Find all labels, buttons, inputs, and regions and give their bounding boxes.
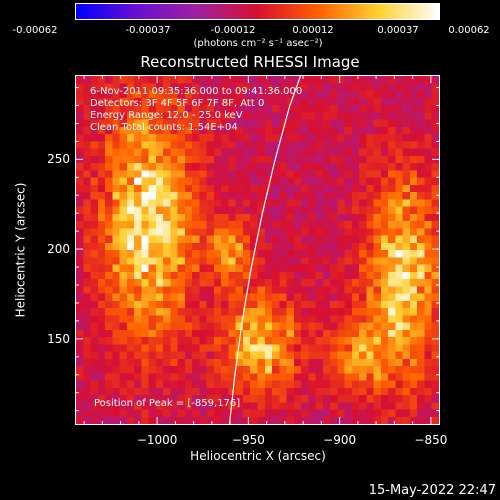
y-tick-label: 250 [47,152,70,167]
time-range-label: 6-Nov-2011 09:35:36.000 to 09:41:36.000 [90,86,303,97]
x-axis-label: Heliocentric X (arcsec) [190,449,326,463]
y-axis-label: Heliocentric Y (arcsec) [13,182,28,318]
energy-range-label: Energy Range: 12.0 - 25.0 keV [90,110,243,121]
colorbar-tick-label: 0.00012 [292,25,334,36]
clean-counts-label: Clean Total counts: 1.54E+04 [90,122,238,133]
y-tick-label: 200 [47,242,70,257]
colorbar-tick-label: -0.00012 [210,25,256,36]
colorbar-tick-label: -0.00062 [12,25,58,36]
limb-line [228,76,302,424]
colorbar-tick-label: 0.00062 [448,25,490,36]
x-tick-label: −900 [323,433,357,447]
detectors-label: Detectors: 3F 4F 5F 6F 7F 8F, Att 0 [90,98,265,109]
plot-timestamp: 15-May-2022 22:47 [368,483,496,498]
solar-limb-curve [228,76,302,424]
peak-position-label: Position of Peak = [-859,176] [94,398,241,409]
chart-title: Reconstructed RHESSI Image [140,53,360,71]
colorbar-tick-label: 0.00037 [377,25,419,36]
heatmap-image [76,76,439,424]
plot-area: 6-Nov-2011 09:35:36.000 to 09:41:36.000 … [75,75,440,425]
x-tick-label: −850 [414,433,448,447]
colorbar [75,3,440,20]
colorbar-unit: (photons cm⁻² s⁻¹ asec⁻²) [193,38,323,49]
x-tick-label: −1000 [136,433,178,447]
colorbar-tick-label: -0.00037 [125,25,171,36]
y-tick-label: 150 [47,331,70,346]
x-tick-label: −950 [231,433,265,447]
